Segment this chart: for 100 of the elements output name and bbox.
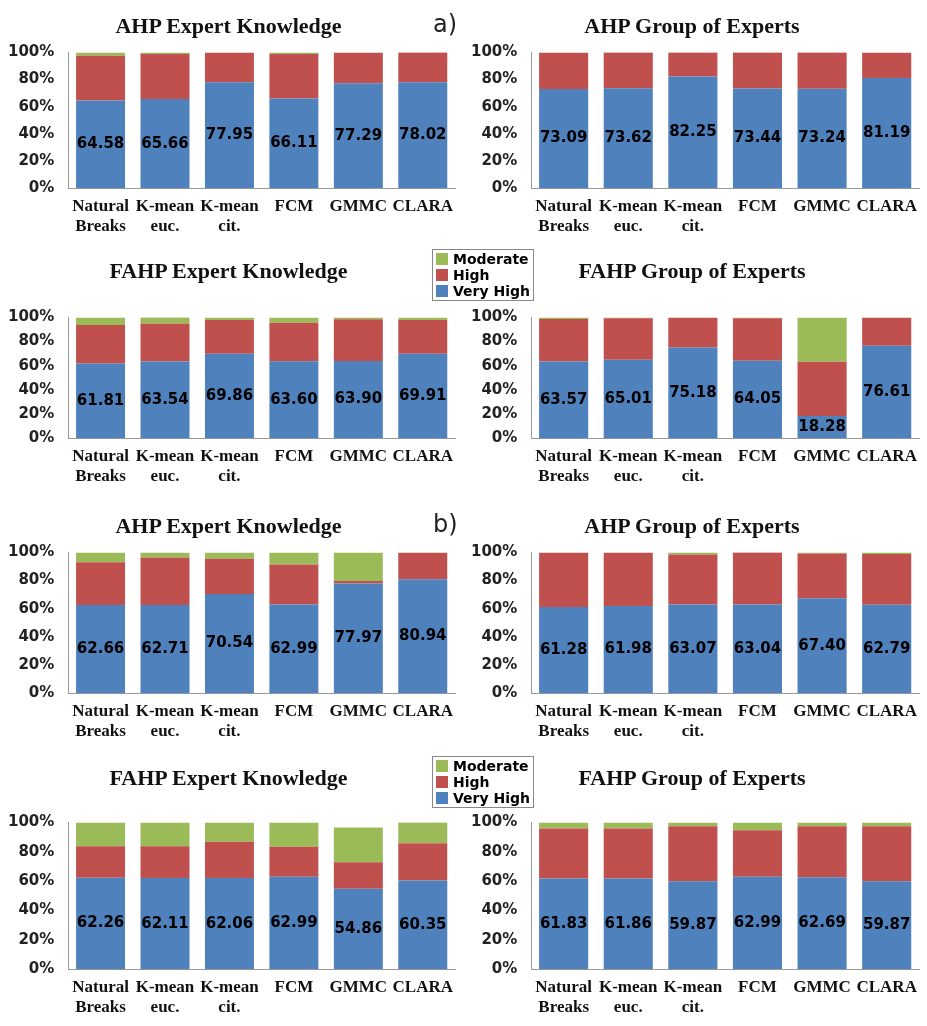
x-tick-label: FCM bbox=[274, 445, 314, 465]
y-tick-label: 60% bbox=[18, 355, 55, 374]
chart-title: AHP Expert Knowledge bbox=[115, 12, 342, 38]
bar bbox=[269, 846, 319, 877]
bar bbox=[140, 822, 190, 847]
x-tick-label: Natural Breaks bbox=[535, 445, 593, 486]
bar bbox=[76, 846, 126, 878]
bar bbox=[269, 54, 319, 99]
bar bbox=[76, 822, 126, 847]
bar bbox=[862, 345, 912, 439]
bar bbox=[668, 347, 718, 439]
legend-label: High bbox=[453, 774, 490, 790]
y-tick-label: 40% bbox=[481, 379, 518, 398]
data-label: 61.83 bbox=[539, 913, 588, 932]
bar bbox=[797, 88, 847, 189]
bar bbox=[603, 88, 653, 189]
y-tick-label: 40% bbox=[18, 626, 55, 645]
data-label: 60.35 bbox=[399, 914, 447, 933]
legend-label: Very High bbox=[453, 283, 530, 299]
data-label: 62.66 bbox=[76, 638, 125, 657]
y-tick-label: 40% bbox=[481, 900, 518, 919]
data-label: 69.86 bbox=[205, 385, 254, 404]
bar bbox=[797, 553, 847, 599]
bar bbox=[862, 553, 912, 605]
y-tick-label: 100% bbox=[471, 812, 518, 831]
x-tick-label: GMMC bbox=[329, 700, 388, 720]
bar bbox=[333, 583, 383, 694]
bar bbox=[862, 317, 912, 346]
bar bbox=[333, 862, 383, 889]
bar bbox=[269, 322, 319, 362]
x-tick-label: CLARA bbox=[392, 195, 454, 215]
x-tick-label: GMMC bbox=[793, 976, 851, 996]
y-tick-label: 80% bbox=[18, 69, 55, 88]
bar bbox=[398, 880, 448, 970]
bar bbox=[539, 318, 589, 362]
bar bbox=[204, 319, 254, 354]
data-label: 63.04 bbox=[733, 638, 782, 657]
data-label: 77.29 bbox=[334, 125, 383, 144]
x-tick-label: GMMC bbox=[329, 976, 388, 996]
x-tick-label: CLARA bbox=[392, 976, 454, 996]
bar bbox=[204, 552, 254, 559]
bar bbox=[204, 52, 254, 83]
y-tick-label: 20% bbox=[481, 150, 518, 169]
bar bbox=[76, 363, 126, 439]
x-tick-label: FCM bbox=[738, 700, 777, 720]
bar bbox=[333, 827, 383, 863]
y-tick-label: 60% bbox=[18, 96, 55, 115]
bar bbox=[333, 361, 383, 439]
bar bbox=[140, 323, 190, 362]
bar bbox=[603, 552, 653, 606]
bar bbox=[333, 319, 383, 362]
bar bbox=[732, 830, 783, 877]
bar bbox=[76, 877, 126, 970]
x-tick-label: K-mean euc. bbox=[135, 445, 195, 486]
data-label: 70.54 bbox=[205, 633, 254, 652]
bar bbox=[333, 888, 383, 970]
bar bbox=[732, 604, 783, 694]
data-label: 62.79 bbox=[862, 638, 911, 657]
bar bbox=[539, 606, 589, 694]
bar bbox=[398, 353, 448, 439]
x-tick-label: FCM bbox=[274, 700, 314, 720]
text: b) bbox=[433, 510, 458, 538]
data-label: 61.81 bbox=[76, 390, 125, 409]
y-tick-label: 60% bbox=[481, 96, 518, 115]
y-tick-label: 0% bbox=[28, 959, 55, 978]
bar bbox=[269, 604, 319, 694]
bar bbox=[140, 53, 190, 100]
x-tick-label: K-mean euc. bbox=[598, 445, 659, 486]
x-tick-label: K-mean cit. bbox=[200, 445, 260, 486]
bar bbox=[603, 605, 653, 694]
bar bbox=[539, 361, 589, 439]
bar bbox=[398, 82, 448, 189]
data-label: 63.90 bbox=[334, 389, 383, 408]
x-tick-label: CLARA bbox=[856, 700, 918, 720]
chart-title: FAHP Expert Knowledge bbox=[109, 257, 348, 283]
bar bbox=[862, 52, 912, 78]
bar bbox=[269, 317, 319, 323]
data-label: 67.40 bbox=[798, 635, 846, 654]
bar bbox=[732, 318, 783, 361]
data-label: 73.62 bbox=[604, 128, 652, 147]
y-tick-label: 100% bbox=[8, 42, 55, 61]
data-label: 62.06 bbox=[205, 913, 254, 932]
bar bbox=[398, 822, 448, 844]
data-label: 62.99 bbox=[270, 912, 318, 931]
x-tick-label: CLARA bbox=[856, 445, 918, 465]
x-tick-label: K-mean euc. bbox=[598, 700, 659, 741]
y-tick-label: 80% bbox=[481, 69, 518, 88]
bar bbox=[797, 361, 847, 417]
legend-label: Moderate bbox=[453, 758, 529, 774]
bar bbox=[398, 843, 448, 881]
bar bbox=[76, 324, 126, 364]
y-tick-label: 80% bbox=[18, 570, 55, 589]
bar bbox=[797, 877, 847, 970]
y-tick-label: 20% bbox=[481, 654, 518, 673]
bar bbox=[269, 552, 319, 565]
y-tick-label: 0% bbox=[491, 683, 518, 702]
bar bbox=[76, 100, 126, 189]
data-label: 62.99 bbox=[733, 912, 782, 931]
bar bbox=[539, 52, 589, 89]
y-tick-label: 100% bbox=[471, 542, 518, 561]
